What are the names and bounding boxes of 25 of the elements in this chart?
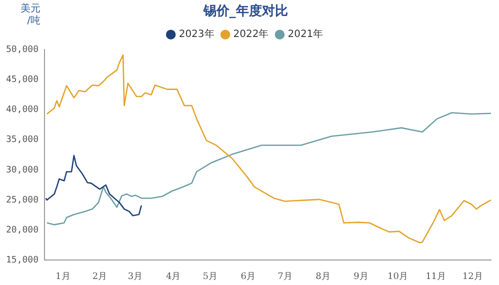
y-tick-label: 15,000 xyxy=(6,256,39,266)
legend-label: 2023年 xyxy=(178,28,214,40)
y-tick-label: 40,000 xyxy=(6,105,39,116)
x-tick-label: 6月 xyxy=(240,272,256,282)
y-tick-label: 30,000 xyxy=(6,165,39,176)
x-tick-label: 4月 xyxy=(166,272,181,282)
y-tick-label: 45,000 xyxy=(6,75,39,86)
y-tick-label: 50,000 xyxy=(6,44,39,55)
legend-label: 2021年 xyxy=(288,28,324,40)
x-tick-label: 1月 xyxy=(56,272,70,282)
x-tick-label: 9月 xyxy=(354,272,368,282)
x-tick-label: 2月 xyxy=(92,272,108,282)
x-tick-label: 7月 xyxy=(278,272,292,282)
x-tick-label: 3月 xyxy=(128,272,143,282)
x-tick-label: 12月 xyxy=(462,272,483,282)
x-tick-label: 8月 xyxy=(316,272,330,282)
x-tick-label: 5月 xyxy=(202,272,218,282)
y-tick-label: 25,000 xyxy=(6,195,39,206)
x-tick-label: 11月 xyxy=(426,272,446,282)
y-tick-label: 20,000 xyxy=(6,225,39,236)
legend-label: 2022年 xyxy=(233,28,269,40)
y-tick-label: 35,000 xyxy=(6,135,39,146)
x-tick-label: 10月 xyxy=(388,272,408,282)
y-axis-title: 美元/吨 xyxy=(20,2,41,27)
chart-title: 锡价_年度对比 xyxy=(202,3,288,20)
